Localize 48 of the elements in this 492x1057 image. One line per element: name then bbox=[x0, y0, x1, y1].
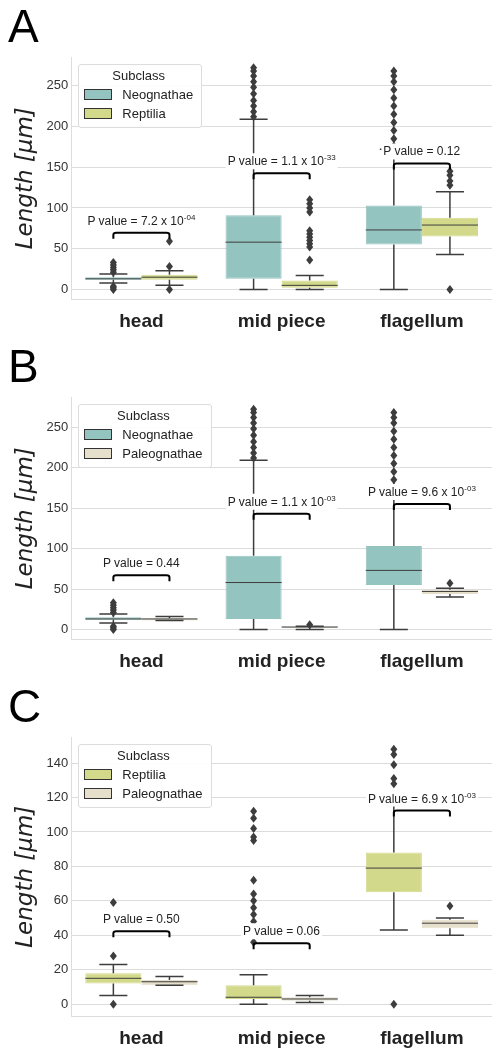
y-axis-title: Length [µm] bbox=[10, 447, 37, 590]
y-tick-label: 40 bbox=[53, 926, 69, 942]
y-axis-title: Length [µm] bbox=[10, 805, 37, 948]
legend-label: Neognathae bbox=[122, 87, 194, 103]
y-tick-label: 80 bbox=[53, 857, 69, 873]
y-tick-label: 100 bbox=[46, 823, 69, 839]
annotation: P value = 0.44 bbox=[102, 556, 181, 571]
y-tick-label: 200 bbox=[46, 459, 69, 475]
y-tick-label: 0 bbox=[61, 995, 69, 1011]
y-tick-label: 20 bbox=[53, 961, 69, 977]
chart-title: A bbox=[8, 0, 39, 53]
y-tick-label: 50 bbox=[53, 580, 69, 596]
x-tick-label: flagellum bbox=[380, 1026, 464, 1048]
annotation: P value = 0.06 bbox=[243, 924, 321, 939]
y-tick-label: 140 bbox=[46, 754, 69, 770]
y-tick-label: 120 bbox=[46, 789, 69, 805]
y-tick-label: 50 bbox=[53, 240, 69, 256]
legend-label: Paleognathae bbox=[122, 786, 203, 802]
annotation: P value = 0.50 bbox=[102, 912, 181, 927]
y-tick-label: 250 bbox=[46, 77, 69, 93]
x-tick-label: mid piece bbox=[237, 309, 326, 331]
x-tick-label: head bbox=[119, 309, 164, 331]
x-tick-label: mid piece bbox=[237, 1026, 326, 1048]
x-tick-label: mid piece bbox=[237, 649, 326, 671]
annotation: P value = 0.12 bbox=[383, 144, 461, 159]
legend-label: Neognathae bbox=[122, 427, 194, 443]
legend-label: Reptilia bbox=[122, 106, 166, 122]
x-tick-label: flagellum bbox=[380, 309, 464, 331]
chart-title: B bbox=[8, 340, 39, 393]
y-tick-label: 100 bbox=[46, 540, 69, 556]
chart-title: C bbox=[8, 680, 42, 733]
x-tick-label: flagellum bbox=[380, 649, 464, 671]
y-axis-title: Length [µm] bbox=[10, 107, 37, 250]
y-tick-label: 250 bbox=[46, 418, 69, 434]
y-tick-label: 60 bbox=[53, 892, 69, 908]
y-tick-label: 0 bbox=[61, 281, 69, 296]
y-tick-label: 150 bbox=[46, 158, 69, 174]
y-tick-label: 0 bbox=[61, 621, 69, 637]
y-tick-label: 100 bbox=[46, 199, 69, 215]
legend-title: Subclass bbox=[111, 68, 167, 84]
y-tick-label: 200 bbox=[46, 118, 69, 134]
legend-label: Paleognathae bbox=[122, 446, 203, 462]
legend-title: Subclass bbox=[116, 748, 171, 764]
x-tick-label: head bbox=[119, 649, 164, 671]
y-tick-label: 150 bbox=[46, 499, 69, 515]
x-tick-label: head bbox=[119, 1026, 164, 1048]
legend-title: Subclass bbox=[116, 408, 171, 424]
legend-label: Reptilia bbox=[122, 767, 166, 783]
